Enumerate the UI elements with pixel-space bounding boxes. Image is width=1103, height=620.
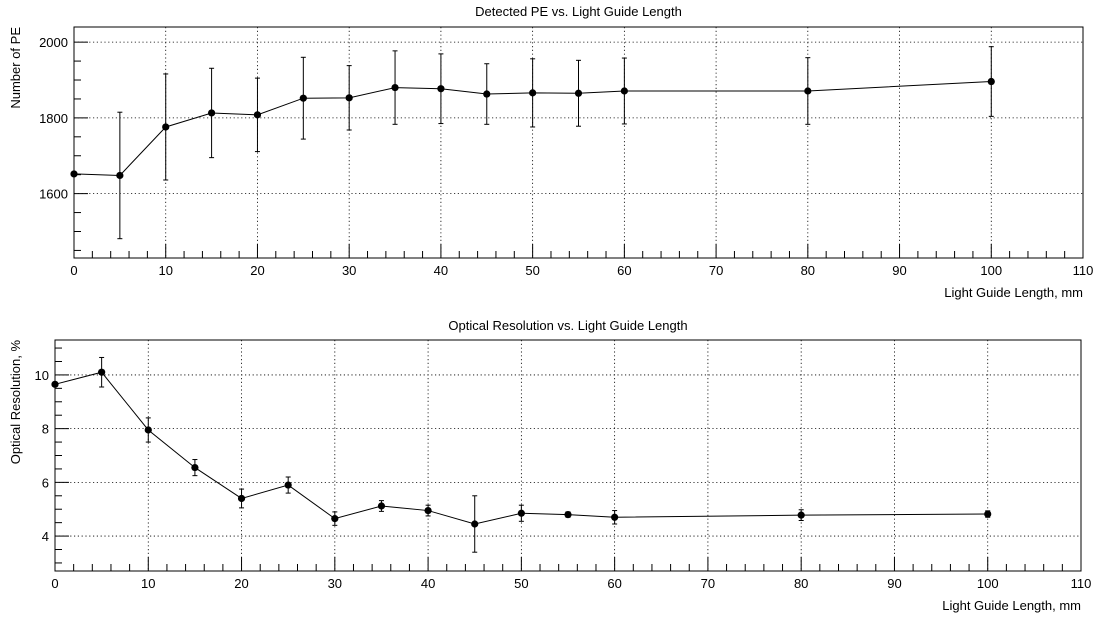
data-point	[620, 87, 628, 95]
x-tick-label: 70	[701, 576, 715, 591]
data-point	[377, 502, 386, 510]
data-point	[984, 510, 992, 518]
data-point	[804, 87, 812, 95]
data-point	[391, 83, 399, 92]
x-tick-label: 0	[70, 263, 77, 278]
data-point	[299, 94, 307, 102]
y-axis-label: Number of PE	[8, 27, 23, 109]
x-tick-label: 80	[801, 263, 815, 278]
x-tick-label: 100	[980, 263, 1002, 278]
series-line	[54, 371, 988, 525]
x-tick-label: 50	[514, 576, 528, 591]
y-tick-label: 4	[42, 529, 49, 544]
y-tick-label: 1800	[39, 111, 68, 126]
x-tick-label: 60	[617, 263, 631, 278]
chart-2: 0 10 20 30 40 50 60 70 80 90 100 110 4 6 8 10 Optical Re…	[8, 318, 1091, 613]
data-point	[116, 171, 124, 180]
x-axis-label: Light Guide Length, mm	[942, 598, 1081, 613]
data-point	[331, 515, 339, 523]
data-point	[70, 170, 78, 178]
x-tick-label: 80	[794, 576, 808, 591]
data-point	[574, 89, 583, 97]
x-tick-label: 90	[887, 576, 901, 591]
x-tick-label: 110	[1073, 263, 1094, 278]
y-tick-label: 10	[35, 368, 49, 383]
data-point	[253, 111, 262, 119]
data-point	[424, 506, 432, 515]
x-tick-label: 10	[141, 576, 155, 591]
x-tick-label: 40	[421, 576, 435, 591]
data-point	[191, 463, 199, 472]
data-point	[437, 85, 445, 93]
x-tick-label: 110	[1071, 576, 1092, 591]
x-tick-label: 20	[250, 263, 264, 278]
x-tick-label: 30	[328, 576, 342, 591]
data-point	[207, 109, 216, 117]
y-tick-label: 2000	[39, 35, 68, 50]
data-point	[345, 94, 353, 102]
data-point	[564, 510, 572, 519]
plot-frame	[73, 26, 1084, 259]
x-axis-label: Light Guide Length, mm	[944, 285, 1083, 300]
data-point	[144, 426, 152, 434]
chart-title: Detected PE vs. Light Guide Length	[475, 4, 682, 19]
x-tick-label: 20	[234, 576, 248, 591]
data-point	[471, 520, 479, 528]
data-point	[51, 380, 59, 388]
data-point	[611, 513, 619, 521]
x-tick-label: 0	[51, 576, 58, 591]
data-point	[529, 89, 537, 97]
y-tick-label: 8	[42, 422, 49, 437]
data-point	[162, 123, 170, 131]
data-point	[284, 481, 292, 489]
x-tick-label: 50	[525, 263, 539, 278]
data-point	[987, 77, 995, 86]
y-tick-label: 1600	[39, 187, 68, 202]
x-tick-label: 30	[342, 263, 356, 278]
data-point	[797, 511, 805, 519]
x-tick-label: 40	[434, 263, 448, 278]
chart-1: 0 10 20 30 40 50 60 70 80 90 100 110 1600 1800 2000 Det…	[8, 4, 1093, 300]
x-tick-label: 90	[892, 263, 906, 278]
data-point	[517, 509, 525, 517]
x-tick-label: 100	[977, 576, 999, 591]
data-point	[98, 368, 106, 376]
data-point	[237, 494, 246, 503]
x-tick-label: 60	[607, 576, 621, 591]
data-point	[483, 90, 491, 98]
x-tick-label: 10	[158, 263, 172, 278]
x-tick-label: 70	[709, 263, 723, 278]
y-axis-label: Optical Resolution, %	[8, 340, 23, 465]
chart-title: Optical Resolution vs. Light Guide Lengt…	[448, 318, 687, 333]
y-tick-label: 6	[42, 475, 49, 490]
